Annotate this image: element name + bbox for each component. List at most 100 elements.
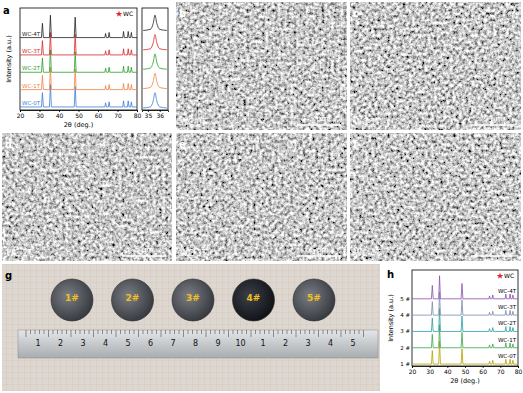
ruler-tick bbox=[129, 330, 130, 334]
ruler-tick bbox=[48, 330, 49, 337]
sample-label: 3# bbox=[186, 293, 200, 303]
legend-symbol bbox=[497, 272, 504, 278]
sem-image-bg bbox=[176, 133, 347, 261]
panel-label: h bbox=[387, 269, 394, 280]
ruler-tick bbox=[363, 330, 364, 337]
scale-bar bbox=[122, 255, 166, 257]
ruler-label: 4 bbox=[103, 339, 108, 348]
ruler-tick bbox=[228, 330, 229, 337]
x-tick-label: 80 bbox=[515, 368, 523, 375]
chart: 3536 bbox=[142, 8, 169, 119]
ruler-label: 9 bbox=[215, 339, 220, 348]
x-tick: 60 bbox=[95, 110, 103, 119]
series-group bbox=[143, 15, 167, 108]
ruler-tick bbox=[66, 330, 67, 334]
ruler-tick bbox=[224, 330, 225, 334]
ruler-label: 7 bbox=[170, 339, 175, 348]
series-label: WC-2T bbox=[498, 320, 517, 326]
x-tick-label: 60 bbox=[95, 112, 103, 119]
ruler-tick bbox=[39, 330, 40, 334]
ruler-label: 1 bbox=[35, 339, 40, 348]
x-tick: 70 bbox=[497, 366, 505, 375]
ruler-tick bbox=[305, 330, 306, 334]
x-tick-label: 50 bbox=[462, 368, 470, 375]
photo-background bbox=[2, 264, 380, 391]
plot-frame bbox=[20, 8, 137, 110]
figure: 20304050607080WC-0TWC-1TWC-2TWC-3TWC-4TW… bbox=[0, 0, 523, 393]
sample-label: 2 # bbox=[400, 345, 410, 351]
scale-bar-label: 5 µm bbox=[134, 245, 153, 254]
x-tick: 60 bbox=[479, 366, 487, 375]
sem-image-bg bbox=[350, 133, 521, 261]
x-tick: 20 bbox=[17, 110, 25, 119]
ruler-label: 3 bbox=[305, 339, 310, 348]
ruler-tick bbox=[206, 330, 207, 337]
ruler-tick bbox=[197, 330, 198, 334]
ruler-tick bbox=[332, 330, 333, 334]
sem-panel: WC-1T5 µm bbox=[350, 2, 521, 130]
ruler-tick bbox=[318, 330, 319, 337]
series-label: WC-1T bbox=[22, 83, 41, 89]
ruler-tick bbox=[273, 330, 274, 337]
ruler-tick bbox=[300, 330, 301, 334]
series-label: WC-4T bbox=[22, 31, 41, 37]
sample-disc bbox=[112, 279, 154, 321]
ruler-tick bbox=[345, 330, 346, 334]
ruler-tick bbox=[210, 330, 211, 334]
ruler-tick bbox=[341, 330, 342, 337]
sem-image-bg bbox=[176, 2, 347, 130]
ruler-tick bbox=[57, 330, 58, 334]
ruler-tick bbox=[116, 330, 117, 337]
x-tick: 20 bbox=[409, 366, 417, 375]
sample-disc bbox=[172, 279, 214, 321]
ruler-label: 10 bbox=[235, 339, 245, 348]
legend-label: WC bbox=[123, 10, 133, 17]
x-tick: 80 bbox=[134, 110, 142, 119]
sem-label: WC-4T bbox=[354, 249, 380, 258]
x-axis: 20304050607080 bbox=[17, 110, 142, 119]
ruler-tick bbox=[30, 330, 31, 334]
series-line bbox=[143, 54, 167, 69]
x-axis-title: 2θ (deg.) bbox=[64, 121, 94, 129]
series-line bbox=[412, 341, 518, 364]
x-tick-label: 40 bbox=[56, 112, 64, 119]
x-tick: 40 bbox=[56, 110, 64, 119]
plot-frame bbox=[142, 8, 168, 110]
ruler-tick bbox=[309, 330, 310, 334]
sem-panel: WC-0T5 µm bbox=[176, 2, 347, 130]
sem-panel: WC-4T5 µm bbox=[350, 133, 521, 261]
series-line bbox=[412, 292, 518, 315]
series-label: WC-0T bbox=[22, 100, 41, 106]
chart-texts: WC-0TWC-1TWC-2TWC-3TWC-4TWC2θ (deg.)Inte… bbox=[5, 10, 133, 129]
y-axis-title: Intensity (a.u.) bbox=[5, 35, 13, 83]
x-tick: 30 bbox=[36, 110, 44, 119]
ruler-tick bbox=[246, 330, 247, 334]
ruler-tick bbox=[327, 330, 328, 334]
ruler-tick bbox=[251, 330, 252, 337]
x-tick: 36 bbox=[156, 110, 164, 119]
x-tick-label: 30 bbox=[426, 368, 434, 375]
sem-image-bg bbox=[2, 133, 172, 261]
ruler-tick bbox=[359, 330, 360, 334]
chart: 20304050607080WC-0TWC-1TWC-2TWC-3TWC-4TW… bbox=[5, 8, 141, 129]
ruler-tick bbox=[323, 330, 324, 334]
ruler-tick bbox=[84, 330, 85, 334]
ruler-tick bbox=[260, 330, 261, 334]
series-group bbox=[20, 15, 137, 107]
ruler-label: 4 bbox=[328, 339, 333, 348]
x-tick-label: 40 bbox=[444, 368, 452, 375]
ruler-tick bbox=[291, 330, 292, 334]
series-label: WC-2T bbox=[22, 65, 41, 71]
series-line bbox=[143, 93, 167, 108]
ruler-tick bbox=[296, 330, 297, 337]
sem-image bbox=[350, 133, 521, 261]
x-tick: 70 bbox=[114, 110, 122, 119]
sample-label: 4 # bbox=[400, 312, 410, 318]
x-axis-title: 2θ (deg.) bbox=[450, 377, 480, 385]
sample-label: 1 # bbox=[400, 361, 410, 367]
series-label: WC-1T bbox=[498, 337, 517, 343]
x-tick-label: 80 bbox=[134, 112, 142, 119]
ruler-tick bbox=[269, 330, 270, 334]
ruler-tick bbox=[174, 330, 175, 334]
ruler-tick bbox=[152, 330, 153, 334]
